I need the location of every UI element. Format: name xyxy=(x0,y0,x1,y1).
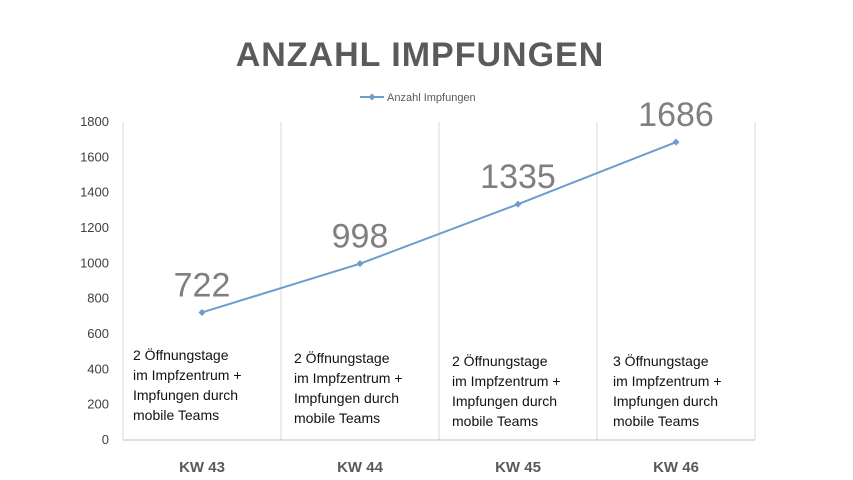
legend: Anzahl Impfungen xyxy=(360,92,476,104)
y-tick-label: 400 xyxy=(87,361,109,376)
y-tick-label: 1000 xyxy=(80,255,109,270)
y-tick-label: 1200 xyxy=(80,220,109,235)
data-point xyxy=(514,200,522,208)
data-point xyxy=(356,260,364,268)
annotation-line: mobile Teams xyxy=(613,413,699,429)
annotation-line: mobile Teams xyxy=(452,413,538,429)
y-tick-label: 200 xyxy=(87,397,109,412)
y-tick-label: 1800 xyxy=(80,114,109,129)
y-tick-label: 600 xyxy=(87,326,109,341)
data-labels: 722 998 1335 1686 xyxy=(174,96,714,304)
data-point xyxy=(198,308,206,316)
annotation-text: 2 Öffnungstage im Impfzentrum + Impfungen … xyxy=(452,352,561,429)
y-tick-label: 1600 xyxy=(80,149,109,164)
x-axis-ticks: KW 43 KW 44 KW 45 KW 46 xyxy=(179,459,699,476)
annotation-line: 2 Öffnungstage xyxy=(294,349,390,366)
series-line xyxy=(201,141,677,314)
annotation-line: im Impfzentrum + xyxy=(133,367,242,383)
gridlines xyxy=(122,122,756,440)
annotation-line: Impfungen durch xyxy=(452,393,557,409)
y-tick-label: 0 xyxy=(102,432,109,447)
data-label: 722 xyxy=(174,266,231,304)
x-tick-label: KW 46 xyxy=(653,459,699,476)
x-tick-label: KW 44 xyxy=(337,459,384,476)
y-tick-label: 1400 xyxy=(80,185,109,200)
annotation-line: mobile Teams xyxy=(133,407,219,423)
annotation-line: Impfungen durch xyxy=(294,390,399,406)
annotation-line: im Impfzentrum + xyxy=(613,373,722,389)
x-tick-label: KW 45 xyxy=(495,459,541,476)
data-label: 998 xyxy=(332,218,389,256)
x-tick-label: KW 43 xyxy=(179,459,225,476)
annotations: 2 Öffnungstage im Impfzentrum + Impfungen … xyxy=(133,346,722,429)
data-point xyxy=(672,138,680,146)
legend-marker-swatch xyxy=(368,93,376,101)
annotation-text: 2 Öffnungstage im Impfzentrum + Impfungen … xyxy=(294,349,403,426)
annotation-line: im Impfzentrum + xyxy=(452,373,561,389)
chart-title: ANZAHL IMPFUNGEN xyxy=(236,36,605,74)
annotation-line: Impfungen durch xyxy=(133,387,238,403)
annotation-line: mobile Teams xyxy=(294,410,380,426)
y-axis-ticks: 0 200 400 600 800 1000 1200 1400 1600 1800 xyxy=(80,114,109,447)
annotation-line: 2 Öffnungstage xyxy=(133,346,229,363)
data-label: 1335 xyxy=(480,158,556,196)
series-group xyxy=(198,138,680,316)
annotation-line: 2 Öffnungstage xyxy=(452,352,548,369)
data-label: 1686 xyxy=(638,96,714,134)
annotation-line: 3 Öffnungstage xyxy=(613,352,709,369)
annotation-line: im Impfzentrum + xyxy=(294,370,403,386)
annotation-line: Impfungen durch xyxy=(613,393,718,409)
annotation-text: 3 Öffnungstage im Impfzentrum + Impfungen … xyxy=(613,352,722,429)
annotation-text: 2 Öffnungstage im Impfzentrum + Impfungen … xyxy=(133,346,242,423)
y-tick-label: 800 xyxy=(87,291,109,306)
legend-label: Anzahl Impfungen xyxy=(387,92,476,104)
